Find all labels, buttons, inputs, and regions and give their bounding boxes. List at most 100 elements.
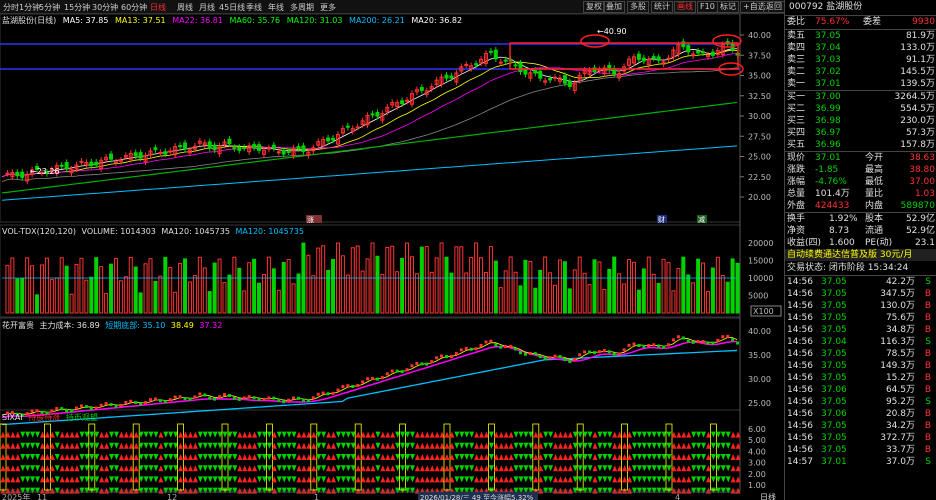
candle-body	[173, 145, 178, 156]
sixai-arrow-down	[281, 442, 287, 449]
sixai-arrow-up	[562, 442, 568, 449]
sixai-arrow-up	[183, 476, 189, 483]
period-tab-6[interactable]: 日线	[150, 3, 166, 12]
sixai-arrow-up	[0, 442, 6, 449]
hk-candle	[667, 343, 670, 347]
sixai-arrow-down	[109, 442, 115, 449]
sixai-arrow-up	[419, 431, 425, 438]
period-tab-3[interactable]: 15分钟	[64, 3, 91, 12]
banner-row[interactable]: 自动续费通达信普及版 30元/月	[785, 249, 936, 261]
sixai-arrow-down	[276, 487, 282, 494]
period-tab-13[interactable]: 更多	[320, 3, 336, 12]
candle-body	[488, 50, 493, 53]
sixai-arrow-up	[158, 454, 164, 460]
period-tab-9[interactable]: 45日线	[219, 3, 246, 12]
volume-bar	[271, 268, 276, 314]
toolbar-button-6[interactable]: 标记	[717, 1, 739, 13]
legend-stock-name: 盐湖股份(日线)	[2, 16, 57, 25]
sixai-arrow-up	[622, 454, 628, 460]
sixai-arrow-down	[89, 465, 95, 472]
period-tab-0[interactable]: 分时	[3, 3, 19, 12]
toolbar-button-5[interactable]: F10	[697, 1, 718, 13]
volume-bar	[577, 256, 582, 314]
sixai-arrow-up	[49, 465, 55, 472]
sixai-arrow-up	[252, 442, 258, 449]
candle-body	[710, 51, 715, 56]
period-tab-7[interactable]: 周线	[177, 3, 193, 12]
sixai-arrow-down	[217, 465, 223, 472]
sixai-arrow-up	[74, 487, 80, 494]
toolbar-button-4[interactable]: 画线	[674, 1, 696, 13]
sixai-arrow-up	[123, 454, 129, 460]
sixai-arrow-down	[454, 465, 460, 472]
sixai-arrow-down	[266, 465, 272, 472]
sixai-arrow-down	[291, 487, 297, 494]
sixai-arrow-up	[686, 476, 692, 483]
toolbar-button-0[interactable]: 复权	[583, 1, 605, 13]
sixai-arrow-down	[572, 454, 578, 460]
candle-body	[242, 147, 247, 150]
period-tab-1[interactable]: 1分钟	[19, 3, 41, 12]
bid-volume: 554.5万	[900, 104, 935, 114]
sixai-arrow-down	[227, 465, 233, 472]
sixai-arrow-up	[474, 454, 480, 460]
sixai-arrow-down	[607, 465, 613, 472]
sixai-arrow-up	[474, 442, 480, 449]
sixai-axis-label-2: 4.00	[748, 447, 766, 456]
period-tab-5[interactable]: 60分钟	[121, 3, 148, 12]
period-tab-11[interactable]: 年线	[268, 3, 284, 12]
period-tab-4[interactable]: 30分钟	[92, 3, 119, 12]
toolbar-button-8[interactable]: 返回	[763, 1, 785, 13]
toolbar-button-3[interactable]: 统计	[651, 1, 673, 13]
chart-area[interactable]: 40.00 37.50 35.00 32.50 30.00 27.50 25.00 22.50…	[0, 14, 784, 500]
sixai-arrow-down	[109, 454, 115, 460]
bid-row: 买一 37.00 3264.5万	[785, 91, 936, 103]
sixai-highlight	[443, 423, 451, 491]
sixai-arrow-down	[316, 431, 322, 438]
tick-row: 14:57 37.01 37.0万 S	[785, 456, 936, 468]
toolbar-button-2[interactable]: 多股	[627, 1, 649, 13]
sixai-arrow-down	[25, 431, 31, 438]
sixai-arrow-down	[335, 465, 341, 472]
sixai-arrow-down	[548, 476, 554, 483]
weicha-label: 委差	[863, 17, 882, 27]
sixai-arrow-down	[227, 442, 233, 449]
sixai-arrow-up	[686, 431, 692, 438]
hk-candle	[721, 335, 725, 339]
sixai-arrow-up	[10, 442, 16, 449]
period-tab-12[interactable]: 多周期	[290, 3, 314, 12]
period-tab-10[interactable]: 季线	[246, 3, 262, 12]
sixai-arrow-down	[84, 476, 90, 483]
sixai-arrow-up	[370, 454, 376, 460]
sixai-arrow-up	[311, 476, 317, 483]
toolbar-button-1[interactable]: 叠加	[603, 1, 625, 13]
toolbar-button-7[interactable]: +自选	[740, 1, 769, 13]
sixai-arrow-down	[641, 476, 647, 483]
sixai-arrow-down	[345, 454, 351, 460]
sixai-arrow-up	[557, 431, 563, 438]
sixai-arrow-up	[705, 431, 711, 438]
hk-candle	[227, 393, 231, 397]
sixai-arrow-down	[168, 487, 174, 494]
sixai-arrow-down	[207, 442, 213, 449]
volume-bar	[493, 260, 498, 314]
sixai-arrow-down	[582, 465, 588, 472]
volume-bar	[311, 275, 316, 314]
volume-bar	[153, 280, 158, 314]
candle-body	[641, 57, 646, 62]
tick-volume: 34.8万	[885, 325, 915, 335]
tick-price: 37.06	[821, 385, 847, 395]
divider	[785, 29, 936, 30]
period-tab-2[interactable]: 5分钟	[39, 3, 61, 12]
sixai-arrow-down	[607, 476, 613, 483]
sixai-arrow-up	[104, 431, 110, 438]
hk-candle	[726, 334, 730, 338]
hk-candle	[139, 402, 143, 406]
stat2-label: 收益(四)	[787, 238, 822, 248]
sixai-arrow-down	[666, 431, 672, 438]
candle-body	[178, 145, 183, 148]
sixai-arrow-down	[20, 454, 26, 460]
sixai-arrow-up	[104, 454, 110, 460]
period-tab-8[interactable]: 月线	[199, 3, 215, 12]
sixai-arrow-up	[104, 487, 110, 494]
